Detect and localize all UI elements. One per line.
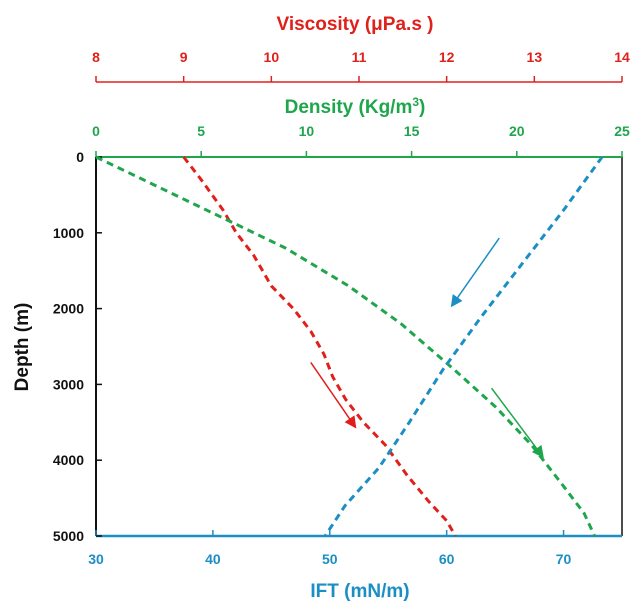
depth-tick-label: 0 — [76, 149, 84, 165]
viscosity-axis-title: Viscosity (μPa.s ) — [276, 14, 433, 35]
depth-tick-label: 5000 — [53, 528, 84, 544]
density-tick-label: 25 — [614, 123, 630, 139]
ift-tick-label: 40 — [205, 551, 221, 567]
ift-trend-arrow — [450, 237, 500, 308]
density-trend-arrow — [490, 387, 544, 459]
viscosity-series-line — [182, 156, 457, 537]
viscosity-tick-label: 13 — [527, 49, 543, 65]
ift-series-line — [323, 156, 604, 537]
ift-axis-title: IFT (mN/m) — [310, 581, 409, 602]
viscosity-trend-arrow — [310, 361, 357, 429]
ift-tick-label: 70 — [556, 551, 572, 567]
viscosity-tick-label: 8 — [92, 49, 100, 65]
density-tick-label: 20 — [509, 123, 525, 139]
viscosity-tick-label: 14 — [614, 49, 630, 65]
ift-tick-label: 60 — [439, 551, 455, 567]
density-tick-label: 0 — [92, 123, 100, 139]
density-tick-label: 5 — [197, 123, 205, 139]
depth-tick-label: 4000 — [53, 452, 84, 468]
ift-tick-label: 30 — [88, 551, 104, 567]
density-tick-label: 10 — [299, 123, 315, 139]
viscosity-tick-label: 12 — [439, 49, 455, 65]
density-tick-label: 15 — [404, 123, 420, 139]
viscosity-tick-label: 11 — [352, 49, 367, 65]
density-series-line — [95, 155, 596, 537]
depth-tick-label: 3000 — [53, 376, 84, 392]
depth-axis-title: Depth (m) — [12, 303, 33, 392]
density-axis-title: Density (Kg/m3) — [285, 95, 426, 118]
depth-tick-label: 1000 — [53, 225, 84, 241]
viscosity-tick-label: 10 — [264, 49, 280, 65]
depth-tick-label: 2000 — [53, 301, 84, 317]
ift-tick-label: 50 — [322, 551, 338, 567]
viscosity-tick-label: 9 — [180, 49, 188, 65]
